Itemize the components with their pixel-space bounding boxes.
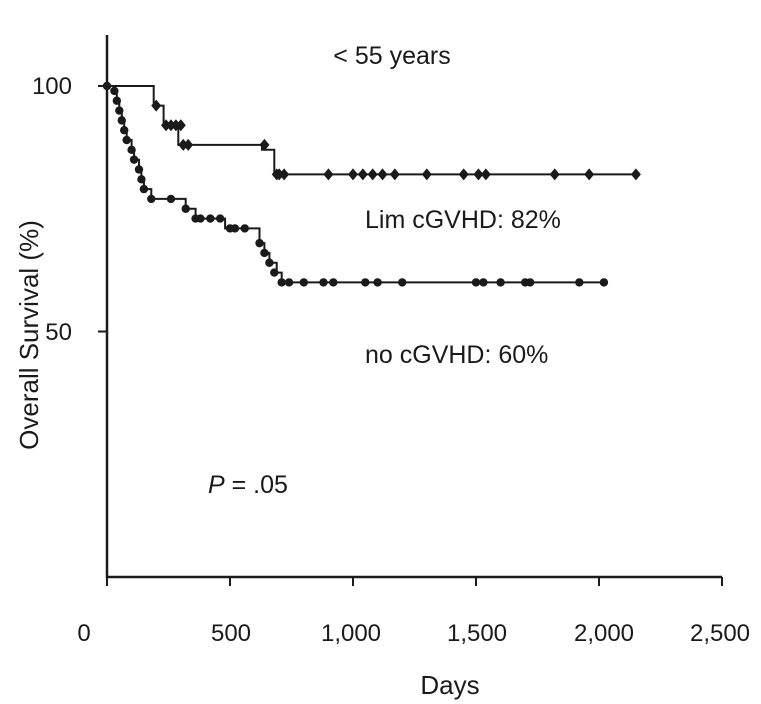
series-1-point bbox=[630, 168, 641, 181]
x-tick-label-500: 500 bbox=[211, 620, 251, 647]
series-2-point bbox=[196, 214, 205, 223]
series-2-point bbox=[147, 194, 156, 204]
series-2-point bbox=[398, 278, 407, 287]
series-2-point bbox=[255, 238, 264, 248]
series-1-point bbox=[348, 168, 358, 181]
series-2-point bbox=[102, 81, 112, 91]
series-2-point bbox=[277, 278, 286, 287]
series-2-point bbox=[230, 224, 240, 233]
series-2-point bbox=[129, 155, 139, 164]
series-2-point bbox=[265, 258, 274, 267]
series-2-point bbox=[137, 175, 146, 184]
series-layer bbox=[102, 81, 641, 287]
series-2-point bbox=[479, 278, 488, 287]
series-2-point bbox=[134, 165, 144, 174]
series-1-point bbox=[473, 168, 484, 181]
series-1-point bbox=[259, 138, 270, 151]
series-1-line bbox=[107, 85, 636, 176]
series-2-point bbox=[115, 106, 124, 115]
series-1-point bbox=[458, 168, 469, 181]
series-1-point bbox=[183, 138, 194, 151]
series-2-point bbox=[110, 86, 119, 96]
series-1 bbox=[107, 85, 641, 181]
y-tick-label-100: 100 bbox=[32, 73, 72, 100]
series-1-point bbox=[584, 168, 595, 181]
series-2-point bbox=[260, 248, 269, 258]
plot-area bbox=[98, 35, 723, 586]
series-2-point bbox=[471, 278, 481, 287]
series-1-point bbox=[421, 168, 432, 181]
series-1-point bbox=[323, 168, 334, 181]
series-2-point bbox=[215, 214, 225, 223]
x-tick-label-0: 0 bbox=[77, 620, 90, 647]
series-2-point bbox=[361, 278, 370, 287]
series-1-point bbox=[480, 168, 491, 181]
series-2-point bbox=[299, 278, 308, 287]
series-2-point bbox=[496, 278, 505, 287]
series-2-point bbox=[575, 278, 584, 287]
chart-title: < 55 years bbox=[333, 42, 450, 70]
p-value-label: P = .05 bbox=[208, 471, 288, 499]
series-2-point bbox=[599, 278, 609, 287]
series-2-point bbox=[139, 184, 149, 194]
p-value: = .05 bbox=[225, 471, 288, 499]
x-tick-label-1500: 1,500 bbox=[447, 620, 507, 647]
series-1-point bbox=[279, 168, 290, 181]
series-2 bbox=[102, 81, 609, 287]
series-2-line bbox=[107, 85, 604, 284]
p-symbol: P bbox=[208, 471, 225, 499]
series-1-point bbox=[389, 168, 400, 181]
series-2-point bbox=[127, 145, 136, 155]
series-2-point bbox=[270, 268, 279, 277]
no-cgvhd-label: no cGVHD: 60% bbox=[365, 341, 548, 369]
y-tick-label-50: 50 bbox=[45, 319, 72, 346]
series-2-point bbox=[112, 96, 122, 105]
y-axis-title: Overall Survival (%) bbox=[14, 220, 44, 450]
lim-cgvhd-label: Lim cGVHD: 82% bbox=[365, 206, 561, 234]
series-2-point bbox=[319, 278, 328, 287]
series-2-point bbox=[525, 278, 535, 287]
series-1-point bbox=[367, 168, 378, 181]
series-2-point bbox=[181, 204, 190, 213]
series-2-point bbox=[166, 194, 176, 204]
series-2-point bbox=[284, 278, 294, 287]
axis-ticks bbox=[98, 85, 723, 586]
series-1-point bbox=[377, 168, 388, 181]
series-2-point bbox=[120, 125, 129, 135]
series-2-point bbox=[117, 116, 126, 125]
series-1-point bbox=[151, 99, 162, 112]
series-2-point bbox=[329, 278, 338, 287]
series-1-point bbox=[357, 168, 368, 181]
x-tick-label-2500: 2,500 bbox=[690, 620, 750, 647]
x-tick-label-1000: 1,000 bbox=[321, 620, 381, 647]
series-2-point bbox=[206, 214, 215, 223]
series-1-point bbox=[175, 119, 186, 132]
x-tick-label-2000: 2,000 bbox=[574, 620, 634, 647]
x-axis-title: Days bbox=[420, 670, 479, 700]
series-2-point bbox=[240, 224, 249, 233]
series-1-point bbox=[549, 168, 560, 181]
series-2-point bbox=[373, 278, 382, 287]
series-2-point bbox=[122, 135, 131, 145]
